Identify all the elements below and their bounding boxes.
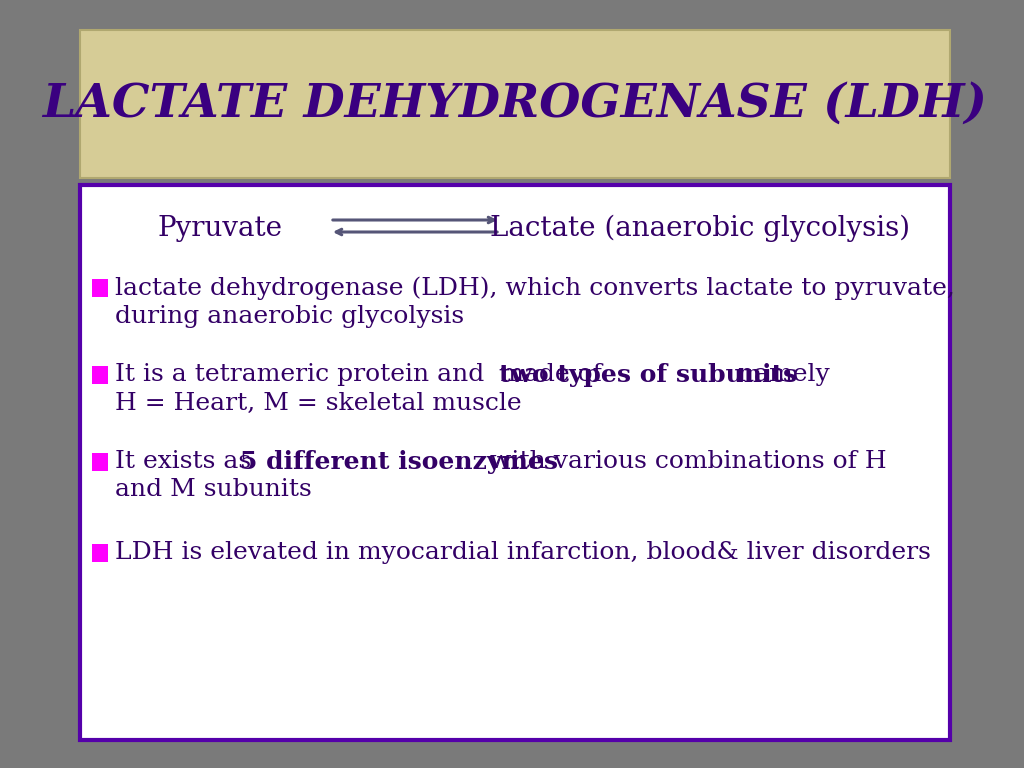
Bar bbox=[92, 366, 108, 384]
FancyBboxPatch shape bbox=[80, 30, 950, 178]
Bar bbox=[92, 544, 108, 562]
Bar bbox=[92, 453, 108, 471]
Text: lactate dehydrogenase (LDH), which converts lactate to pyruvate,: lactate dehydrogenase (LDH), which conve… bbox=[115, 276, 954, 300]
FancyBboxPatch shape bbox=[80, 185, 950, 740]
Text: namely: namely bbox=[730, 363, 829, 386]
Text: during anaerobic glycolysis: during anaerobic glycolysis bbox=[115, 304, 464, 327]
Text: It exists as: It exists as bbox=[115, 451, 259, 474]
Text: Lactate (anaerobic glycolysis): Lactate (anaerobic glycolysis) bbox=[489, 214, 910, 242]
Text: with various combinations of H: with various combinations of H bbox=[482, 451, 887, 474]
Text: 5 different isoenzymes: 5 different isoenzymes bbox=[240, 450, 558, 474]
Text: LACTATE DEHYDROGENASE (LDH): LACTATE DEHYDROGENASE (LDH) bbox=[43, 81, 987, 127]
Text: H = Heart, M = skeletal muscle: H = Heart, M = skeletal muscle bbox=[115, 392, 521, 415]
Bar bbox=[92, 279, 108, 297]
Text: It is a tetrameric protein and  made of: It is a tetrameric protein and made of bbox=[115, 363, 610, 386]
Text: and M subunits: and M subunits bbox=[115, 478, 311, 502]
Text: two types of subunits: two types of subunits bbox=[499, 363, 797, 387]
Text: LDH is elevated in myocardial infarction, blood& liver disorders: LDH is elevated in myocardial infarction… bbox=[115, 541, 931, 564]
Text: Pyruvate: Pyruvate bbox=[158, 214, 283, 241]
